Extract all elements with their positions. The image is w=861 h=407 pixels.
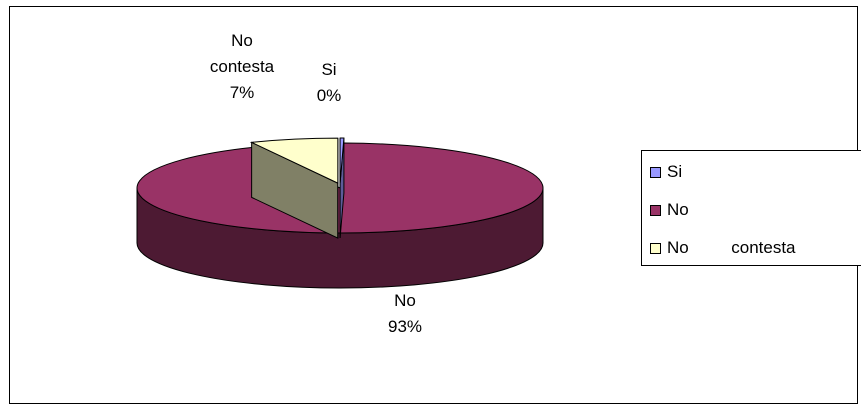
legend-label-si: Si — [667, 162, 683, 181]
legend-item-si: Si — [650, 162, 682, 182]
legend-label-no-contesta: No contesta — [667, 238, 796, 257]
legend-item-no-contesta: No contesta — [650, 238, 796, 258]
data-label-si-1: 0% — [317, 86, 342, 105]
legend-swatch-si — [650, 166, 661, 178]
data-label-no-contesta-0: No — [231, 31, 253, 50]
pie-slices — [136, 137, 544, 289]
pie-slice-top-si — [339, 137, 345, 184]
data-label-no-contesta-1: contesta — [210, 57, 275, 76]
data-label-no-1: 93% — [388, 317, 422, 336]
pie-labels: Si 0% No 93% No contesta 7% — [210, 31, 422, 336]
legend-label-no: No — [667, 200, 689, 219]
legend: Si No No contesta — [641, 150, 861, 266]
legend-swatch-no — [650, 204, 661, 216]
pie-slice-no-contesta — [249, 137, 339, 239]
pie-slice-top-no-contesta — [249, 137, 339, 184]
data-label-si-0: Si — [321, 60, 336, 79]
pie-slice-si — [339, 137, 345, 239]
legend-swatch-no-contesta — [650, 242, 661, 254]
legend-item-no: No — [650, 200, 689, 220]
data-label-no-0: No — [394, 291, 416, 310]
data-label-no-contesta-2: 7% — [230, 83, 255, 102]
